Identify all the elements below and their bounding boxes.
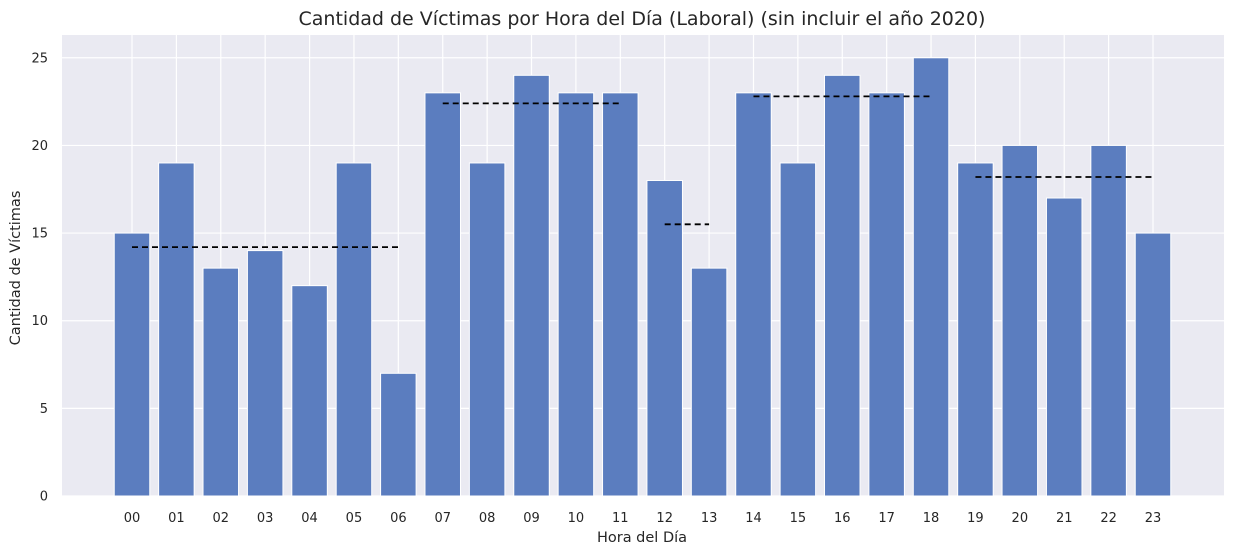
x-tick-label: 03 (257, 511, 274, 526)
x-tick-label: 04 (301, 511, 318, 526)
x-tick-label: 14 (745, 511, 762, 526)
y-tick-label: 20 (31, 139, 48, 154)
bar-16 (824, 74, 861, 497)
x-tick-label: 20 (1012, 511, 1029, 526)
x-tick-label: 10 (568, 511, 585, 526)
x-tick-label: 00 (124, 511, 141, 526)
y-tick-label: 10 (31, 314, 48, 329)
x-tick-label: 12 (656, 511, 673, 526)
x-tick-label: 19 (967, 511, 984, 526)
y-tick-label: 0 (40, 490, 48, 505)
bar-21 (1045, 197, 1083, 497)
x-tick-label: 07 (434, 511, 451, 526)
bar-06 (380, 372, 417, 497)
bar-05 (335, 162, 373, 497)
x-tick-label: 22 (1100, 511, 1117, 526)
x-tick-label: 21 (1056, 511, 1073, 526)
bar-15 (779, 162, 817, 497)
bar-02 (202, 267, 240, 497)
bar-01 (158, 162, 195, 497)
bar-10 (557, 92, 595, 497)
x-tick-label: 01 (168, 511, 185, 526)
x-tick-label: 02 (213, 511, 230, 526)
bar-00 (113, 232, 151, 497)
y-tick-label: 5 (40, 402, 48, 417)
x-tick-label: 08 (479, 511, 496, 526)
x-tick-label: 23 (1145, 511, 1162, 526)
bar-22 (1090, 144, 1127, 497)
x-tick-label: 16 (834, 511, 851, 526)
bar-13 (690, 267, 728, 497)
x-tick-label: 17 (878, 511, 895, 526)
reference-lines (132, 95, 1153, 248)
bar-08 (468, 162, 506, 497)
bar-14 (735, 92, 772, 497)
bar-23 (1134, 232, 1172, 497)
bar-07 (424, 92, 461, 497)
x-tick-label: 15 (790, 511, 807, 526)
bar-20 (1001, 144, 1039, 497)
bar-12 (646, 179, 683, 497)
x-axis-label: Hora del Día (597, 530, 687, 546)
x-tick-label: 13 (701, 511, 718, 526)
x-tick-label: 11 (612, 511, 629, 526)
y-tick-label: 15 (31, 227, 48, 242)
bar-18 (912, 57, 950, 497)
y-axis-label: Cantidad de Víctimas (8, 191, 24, 346)
bar-03 (246, 250, 284, 497)
x-tick-label: 09 (523, 511, 540, 526)
bars (113, 57, 1172, 497)
chart-title: Cantidad de Víctimas por Hora del Día (L… (299, 8, 986, 30)
x-tick-label: 06 (390, 511, 407, 526)
bar-09 (513, 74, 550, 497)
bar-17 (868, 92, 905, 497)
y-tick-label: 25 (31, 51, 48, 66)
bar-04 (291, 285, 328, 497)
bar-19 (957, 162, 994, 497)
x-tick-label: 18 (923, 511, 940, 526)
x-tick-label: 05 (346, 511, 363, 526)
x-tick-labels: 00 01 02 03 04 05 06 07 08 09 10 11 12 13 14 15 16 17 18 19… (124, 511, 1162, 526)
bar-11 (602, 92, 639, 497)
y-tick-labels: 0 5 10 15 20 25 (31, 51, 48, 504)
